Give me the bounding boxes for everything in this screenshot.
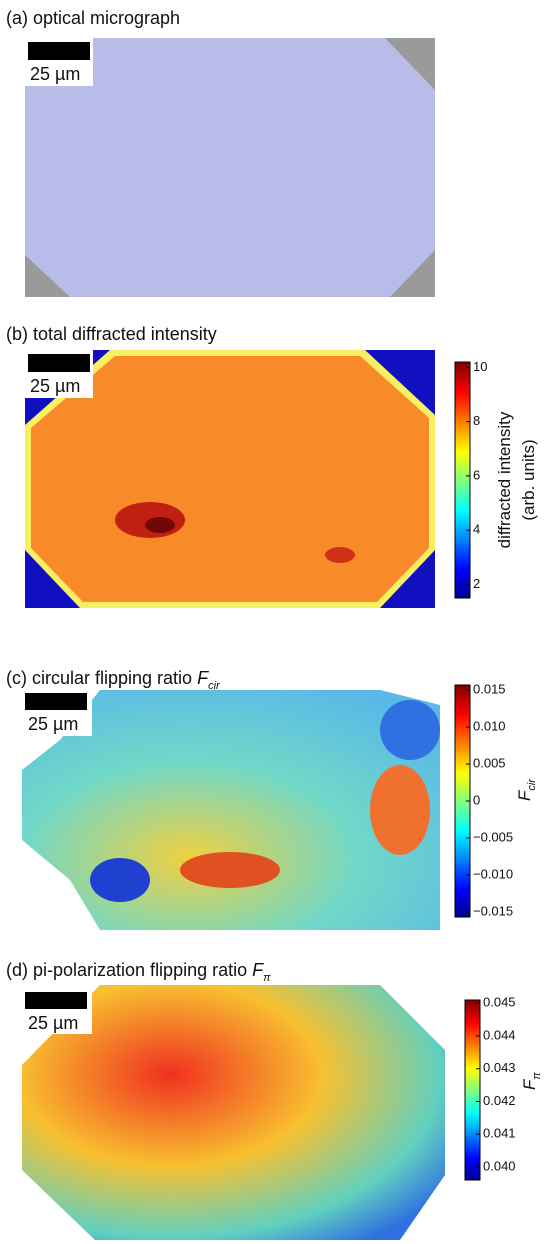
panel-title: (d) pi-polarization flipping ratio Fπ <box>6 960 271 984</box>
title-symbol: F <box>197 668 209 688</box>
colorbar-tick-label: 0.041 <box>483 1126 516 1141</box>
colorbar-label-symbol: F <box>515 789 534 801</box>
panel-title: (c) circular flipping ratio Fcir <box>6 668 221 692</box>
micrograph <box>25 38 435 297</box>
scale-label: 25 µm <box>28 1013 78 1033</box>
colorbar <box>454 361 471 599</box>
panel-title: (b) total diffracted intensity <box>6 324 217 344</box>
colorbar-label: Fcir <box>515 778 538 801</box>
scale-label: 25 µm <box>30 64 80 84</box>
colorbar-tick-label: 8 <box>473 413 480 428</box>
colorbar-tick-label: 10 <box>473 359 487 374</box>
title-subscript: cir <box>208 680 221 692</box>
title-symbol: F <box>252 960 264 980</box>
scale-label: 25 µm <box>30 376 80 396</box>
colorbar-tick-label: −0.010 <box>473 866 513 881</box>
colorbar-label-subscript: π <box>531 1072 543 1080</box>
colorbar-label: (arb. units) <box>519 439 538 520</box>
scale-bar <box>28 42 90 60</box>
colorbar-tick-label: 0.015 <box>473 682 506 697</box>
colorbar-tick-label: −0.005 <box>473 829 513 844</box>
panel-title: (a) optical micrograph <box>6 8 180 28</box>
colorbar <box>464 999 481 1181</box>
colorbar-tick-label: 0.042 <box>483 1093 516 1108</box>
title-text: (c) circular flipping ratio <box>6 668 197 688</box>
colorbar-tick-label: 0.043 <box>483 1060 516 1075</box>
colorbar-tick-label: 0.010 <box>473 719 506 734</box>
colorbar-tick-label: 0 <box>473 792 480 807</box>
colorbar-tick-label: 0.040 <box>483 1158 516 1173</box>
colorbar-label-symbol: F <box>520 1078 539 1090</box>
colorbar-label: diffracted intensity <box>495 411 514 548</box>
colorbar-tick-label: 4 <box>473 522 480 537</box>
colorbar-tick-label: 0.044 <box>483 1027 516 1042</box>
scale-bar <box>25 992 87 1009</box>
title-text: (d) pi-polarization flipping ratio <box>6 960 252 980</box>
colorbar-tick-label: 6 <box>473 467 480 482</box>
scale-bar <box>25 693 87 710</box>
pi-map <box>22 985 445 1240</box>
intensity-map <box>25 350 435 608</box>
colorbar-tick-label: 0.005 <box>473 755 506 770</box>
colorbar-label-subscript: cir <box>526 778 538 791</box>
scale-bar <box>28 354 90 372</box>
colorbar-label: Fπ <box>520 1072 543 1090</box>
title-subscript: π <box>263 972 271 984</box>
colorbar-tick-label: 2 <box>473 576 480 591</box>
scale-label: 25 µm <box>28 714 78 734</box>
colorbar-tick-label: 0.045 <box>483 995 516 1010</box>
colorbar-tick-label: −0.015 <box>473 903 513 918</box>
